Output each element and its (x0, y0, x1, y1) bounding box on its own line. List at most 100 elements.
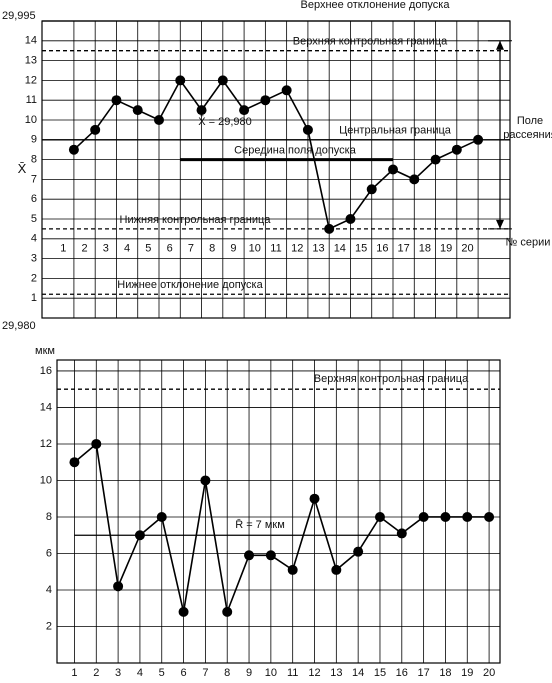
x-tick-label: 7 (202, 667, 208, 679)
data-point (287, 564, 298, 575)
x-tick-label: 19 (461, 667, 473, 679)
y-tick-label: 11 (26, 94, 37, 106)
y-tick-label: 3 (31, 253, 37, 265)
y-axis-label: мкм (35, 345, 55, 357)
reference-label: Середина поля допуска (234, 145, 357, 157)
x-tick-label: 16 (376, 243, 388, 255)
mean-label: X̄ = 29,980 (198, 115, 252, 128)
x-tick-label: 5 (159, 667, 165, 679)
y-tick-label: 10 (40, 474, 52, 486)
data-point (154, 115, 164, 125)
data-point (345, 214, 356, 224)
plot-frame (56, 359, 501, 664)
x-tick-label: 14 (334, 243, 346, 255)
data-point (396, 528, 407, 539)
bottom-value-label: 29,980 (2, 320, 36, 332)
x-tick-label: 17 (398, 243, 410, 255)
data-point (374, 511, 385, 522)
x-axis-label: № серии (506, 237, 551, 249)
data-point (484, 511, 495, 522)
data-point (113, 581, 124, 592)
x-tick-label: 11 (270, 243, 281, 255)
x-tick-label: 5 (145, 243, 151, 255)
x-tick-label: 14 (352, 667, 364, 679)
x-tick-label: 10 (249, 243, 261, 255)
reference-label: Центральная граница (339, 125, 452, 137)
x-tick-label: 4 (124, 243, 130, 255)
x-tick-label: 6 (181, 667, 187, 679)
reference-label: Верхняя контрольная граница (314, 373, 469, 385)
data-point (217, 75, 228, 86)
y-tick-label: 4 (31, 233, 37, 245)
y-tick-label: 14 (40, 401, 52, 413)
y-tick-label: 7 (31, 173, 37, 185)
data-point (132, 105, 143, 116)
x-tick-label: 12 (308, 667, 320, 679)
data-point (473, 134, 484, 145)
x-tick-label: 13 (330, 667, 342, 679)
reference-label: Верхняя контрольная граница (293, 36, 448, 48)
y-tick-label: 16 (40, 365, 52, 377)
data-point (324, 223, 335, 234)
arrow-head (496, 40, 504, 50)
y-tick-label: 10 (25, 114, 37, 126)
x-tick-label: 4 (137, 667, 143, 679)
x-tick-label: 9 (246, 667, 252, 679)
data-point (134, 530, 145, 541)
y-tick-label: 4 (46, 584, 52, 596)
y-tick-label: 2 (46, 620, 52, 632)
x-tick-label: 17 (417, 667, 429, 679)
data-point (244, 550, 255, 561)
x-tick-label: 20 (483, 667, 495, 679)
x-tick-label: 18 (439, 667, 451, 679)
x-tick-label: 1 (71, 667, 77, 679)
data-point (239, 105, 250, 116)
data-point (111, 95, 122, 106)
x-tick-label: 2 (81, 243, 87, 255)
data-point (265, 550, 276, 561)
data-point (388, 164, 398, 175)
data-point (91, 438, 102, 449)
x-tick-label: 3 (103, 243, 109, 255)
x-tick-label: 9 (230, 243, 236, 255)
x-tick-label: 8 (224, 667, 230, 679)
data-point (409, 174, 420, 185)
data-point (68, 144, 79, 155)
arrow-head (496, 219, 504, 229)
data-point (430, 154, 441, 165)
y-tick-label: 13 (25, 55, 37, 67)
x-tick-label: 1 (60, 243, 66, 255)
reference-label: Нижняя контрольная граница (120, 214, 272, 226)
y-tick-label: 1 (31, 292, 37, 304)
data-point (178, 606, 189, 617)
x-tick-label: 19 (440, 243, 452, 255)
y-tick-label: 12 (40, 438, 52, 450)
top-value-label: 29,995 (2, 10, 36, 22)
data-point (69, 457, 80, 468)
x-tick-label: 8 (209, 243, 215, 255)
spread-label: Поле рассеяния (503, 115, 552, 141)
y-tick-label: 2 (31, 272, 37, 284)
data-point (302, 124, 313, 135)
data-point (309, 493, 320, 504)
y-tick-label: 14 (25, 35, 37, 47)
data-point (366, 184, 377, 195)
reference-label: Верхнее отклонение допуска (301, 0, 451, 11)
y-tick-label: 6 (31, 193, 37, 205)
data-point (440, 511, 451, 522)
x-tick-label: 16 (396, 667, 408, 679)
x-tick-label: 18 (419, 243, 431, 255)
x-tick-label: 2 (93, 667, 99, 679)
x-tick-label: 20 (461, 243, 473, 255)
x-tick-label: 15 (374, 667, 386, 679)
x-tick-label: 6 (167, 243, 173, 255)
y-tick-label: 9 (31, 134, 37, 146)
data-point (418, 511, 429, 522)
data-point (200, 475, 211, 486)
data-point (462, 511, 473, 522)
data-point (175, 75, 186, 86)
reference-label: R̄ = 7 мкм (235, 518, 285, 531)
x-tick-label: 13 (312, 243, 324, 255)
data-point (451, 144, 462, 155)
